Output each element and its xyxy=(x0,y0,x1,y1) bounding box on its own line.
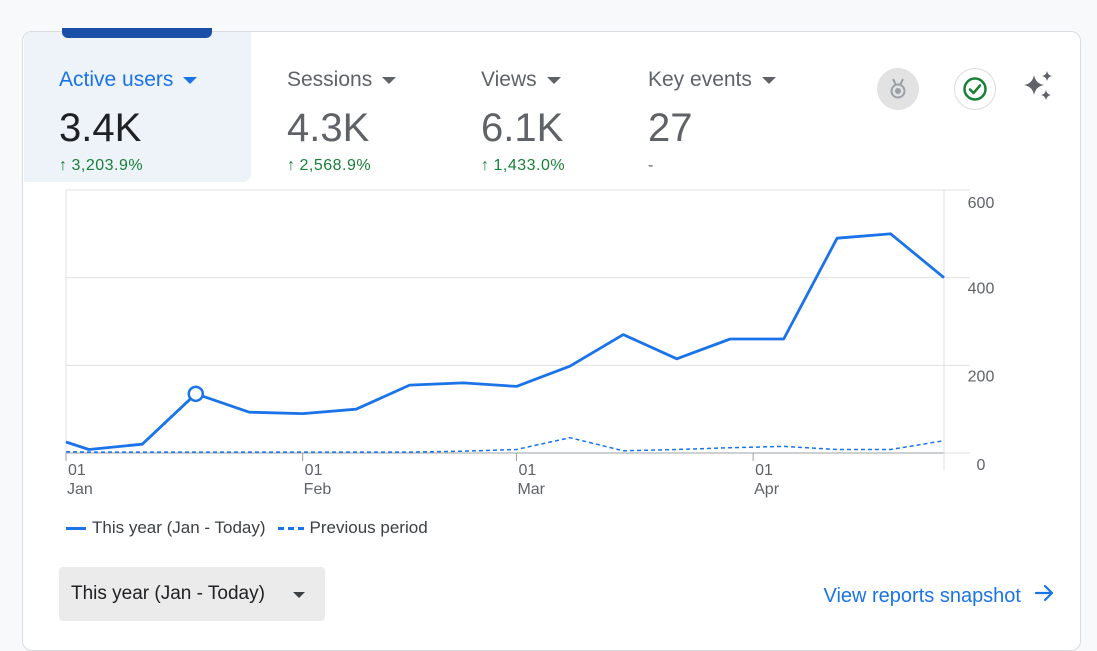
x-tick-month: Feb xyxy=(304,481,332,498)
view-reports-snapshot-link[interactable]: View reports snapshot xyxy=(823,582,1055,610)
series-line-previous-period xyxy=(66,438,944,452)
legend-swatch-dashed xyxy=(278,527,304,530)
arrow-right-icon xyxy=(1033,582,1055,610)
x-tick-day: 01 xyxy=(305,462,323,479)
legend-item-this-year[interactable]: This year (Jan - Today) xyxy=(66,518,266,538)
x-tick-day: 01 xyxy=(68,462,86,479)
legend-item-previous[interactable]: Previous period xyxy=(278,518,428,538)
legend-label: Previous period xyxy=(310,518,428,538)
series-line-this-year xyxy=(66,234,944,450)
y-tick-label: 400 xyxy=(968,281,995,298)
legend-label: This year (Jan - Today) xyxy=(92,518,266,538)
y-tick-label: 200 xyxy=(968,368,995,385)
highlight-point xyxy=(189,387,203,401)
chart-legend: This year (Jan - Today) Previous period xyxy=(66,518,440,538)
x-tick-month: Apr xyxy=(754,481,780,498)
y-tick-label: 0 xyxy=(977,457,986,474)
x-tick-month: Jan xyxy=(67,481,93,498)
snapshot-link-label: View reports snapshot xyxy=(823,585,1021,608)
caret-down-icon xyxy=(293,592,305,598)
x-tick-day: 01 xyxy=(755,462,773,479)
line-chart: 600 400 200 0 01 Jan 01 Feb 01 Mar 01 Apr xyxy=(0,0,1097,510)
y-tick-label: 600 xyxy=(968,195,995,212)
x-tick-month: Mar xyxy=(517,481,545,498)
legend-swatch-solid xyxy=(66,527,86,530)
date-range-dropdown[interactable]: This year (Jan - Today) xyxy=(59,567,325,621)
date-range-label: This year (Jan - Today) xyxy=(71,583,265,605)
x-tick-day: 01 xyxy=(518,462,536,479)
